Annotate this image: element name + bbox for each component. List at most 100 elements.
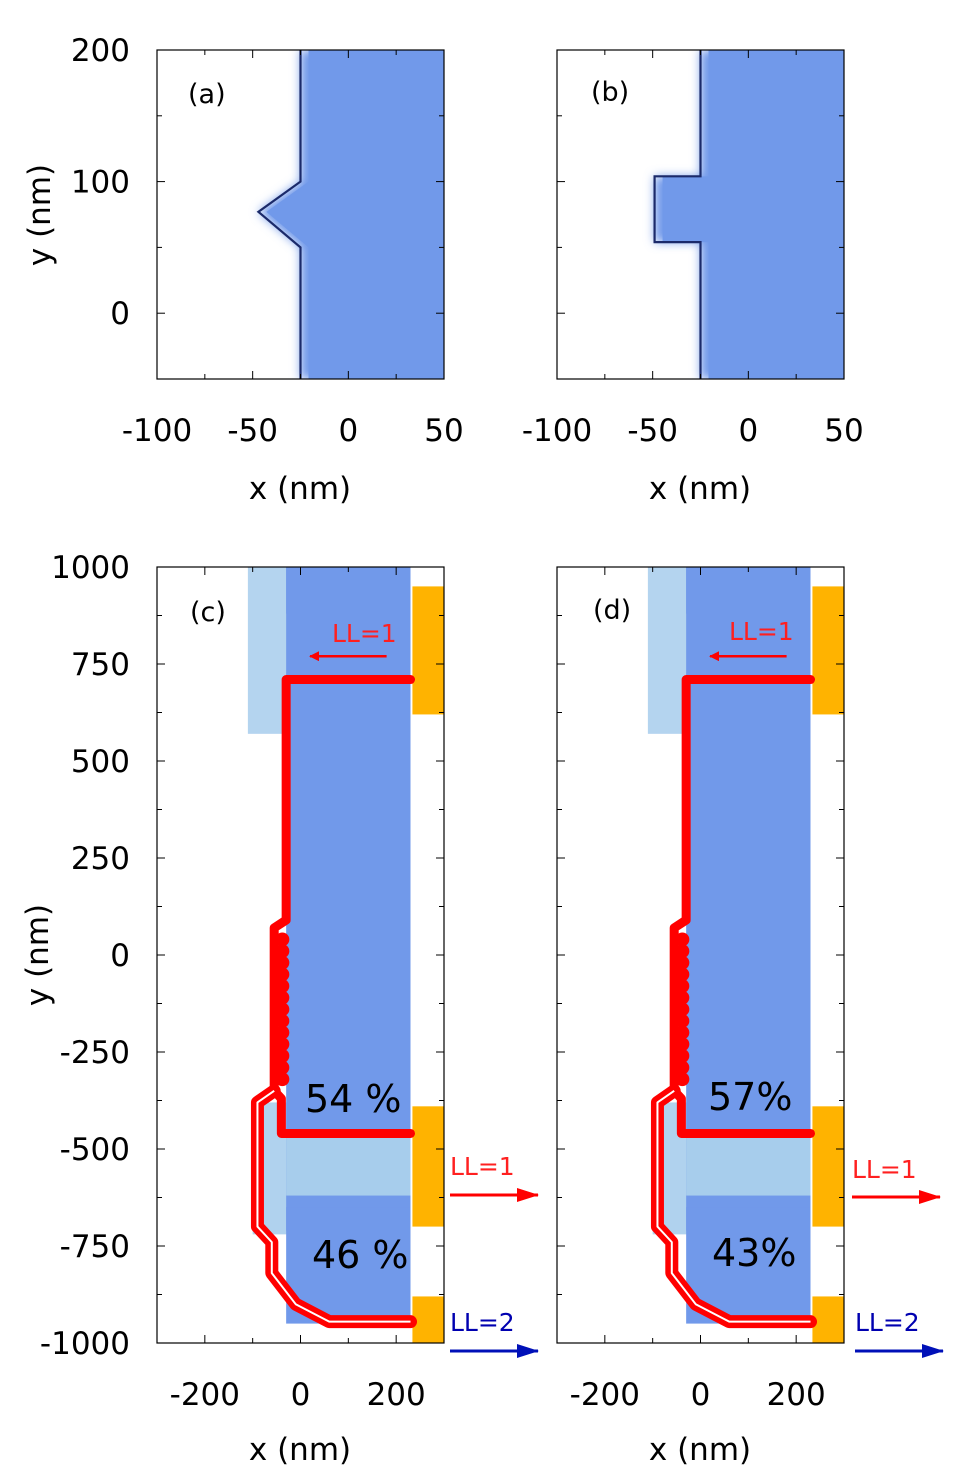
panel-c-ytick-label: 1000 (51, 550, 130, 586)
panel-c-outgoing-ll2-label: LL=2 (450, 1308, 515, 1337)
panel-c-contact-bottom (412, 1296, 444, 1343)
panel-c-trajectory-dot (275, 932, 290, 947)
panel-d-density (647, 567, 844, 1343)
panel-c-plot-area (247, 567, 444, 1343)
panel-b-xlabel: x (nm) (649, 471, 751, 507)
panel-d-xtick-label: 0 (691, 1377, 711, 1413)
panel-d-trajectory-dot (675, 979, 690, 994)
panel-d-ticks: -200 0 200 (557, 566, 844, 1413)
panel-d-xtick-label: 200 (767, 1377, 826, 1413)
panel-d-xlabel: x (nm) (649, 1432, 751, 1468)
panel-c-trajectory-dot (275, 1037, 290, 1052)
panel-b: -100 -50 0 50 (b) x (nm) (522, 49, 864, 507)
panel-d-trajectory-dot (675, 955, 690, 970)
panel-c-ylabel: y (nm) (20, 904, 56, 1006)
panel-d-contact-top (812, 586, 844, 715)
panel-c-xtick-label: -200 (170, 1377, 240, 1413)
panel-c-xlabel: x (nm) (249, 1432, 351, 1468)
panel-d-trajectory-dot (675, 1013, 690, 1028)
panel-d-trajectory-dot (675, 944, 690, 959)
panel-c-ytick-label: 250 (71, 841, 130, 877)
panel-d-trajectory-dot (675, 1048, 690, 1063)
panel-c-trajectory-dot (275, 1002, 290, 1017)
panel-d-trajectory-dot (675, 1025, 690, 1040)
panel-c-trajectory-dot (275, 1013, 290, 1028)
panel-d-tag: (d) (593, 595, 631, 626)
panel-c-reflected-percent: 46 % (312, 1233, 409, 1277)
panel-c-tag: (c) (190, 597, 226, 628)
panel-c-trajectory-dot (275, 955, 290, 970)
panel-a: -100 -50 0 50 0 100 200 (a) x (nm) y (nm) (22, 33, 464, 507)
panel-b-xtick-label: -100 (522, 413, 592, 449)
panel-c-ytick-label: 750 (71, 647, 130, 683)
panel-d-trajectory-dot (675, 1072, 690, 1087)
panel-b-gas-fill (662, 50, 844, 379)
panel-c-ytick-label: -250 (60, 1035, 130, 1071)
panel-c-trajectory-dot (275, 1072, 290, 1087)
panel-b-xtick-label: 0 (738, 413, 758, 449)
panel-c-trajectory-dot (275, 967, 290, 982)
panel-d-trajectory-dot (675, 1060, 690, 1075)
panel-c-trajectory-dot (275, 1048, 290, 1063)
panel-d-contact-bottom (812, 1296, 844, 1343)
panel-c-reflected-path-core (256, 1089, 411, 1323)
panel-b-xtick-label: 50 (824, 413, 863, 449)
panel-d-trajectory-dot (675, 1037, 690, 1052)
panel-d-reflected-percent: 43% (712, 1231, 796, 1275)
panel-b-plot-area (653, 50, 844, 379)
panel-d-trajectory-dot (675, 1002, 690, 1017)
panel-c-ytick-label: 500 (71, 744, 130, 780)
panel-c-ytick-label: -1000 (40, 1326, 130, 1362)
panel-d-incoming-ll-label: LL=1 (729, 617, 794, 646)
panel-a-xtick-label: -100 (122, 413, 192, 449)
panel-d-bottom-gate-light (686, 1137, 811, 1196)
panel-c-ytick-label: 0 (110, 938, 130, 974)
panel-a-ytick-label: 200 (71, 33, 130, 69)
panel-d-trajectory-dot (675, 990, 690, 1005)
panel-c-contact-top (412, 586, 444, 715)
panel-a-gas-fill (266, 50, 444, 379)
panel-a-xlabel: x (nm) (249, 471, 351, 507)
panel-d-top-gate-dense (686, 567, 811, 614)
panel-a-ylabel: y (nm) (22, 164, 58, 266)
panel-c-trajectory-dot (275, 1025, 290, 1040)
panel-c: -200 0 200-1000-750-500-25002505007501000 … (20, 550, 539, 1468)
panel-d: -200 0 200 (d) LL=1 57% 43% LL=1 LL=2 x (n… (556, 566, 944, 1468)
panel-c-trajectory-dot (275, 979, 290, 994)
panel-d-contact-middle (812, 1106, 844, 1227)
panel-a-xtick-label: 50 (424, 413, 463, 449)
panel-c-trajectory (250, 675, 418, 1329)
panel-a-xtick-label: 0 (338, 413, 358, 449)
panel-c-trajectory-dot (275, 990, 290, 1005)
panel-d-reflected-path-core (656, 1089, 811, 1323)
panel-c-outgoing-ll1-label: LL=1 (450, 1152, 515, 1181)
panel-b-density (654, 50, 844, 379)
panel-c-xtick-label: 200 (367, 1377, 426, 1413)
panel-d-xtick-label: -200 (570, 1377, 640, 1413)
panel-d-outgoing-ll1-label: LL=1 (852, 1155, 917, 1184)
panel-c-ticks: -200 0 200 -1000 -750 -500 -250 0 250 500 750 1000 (40, 550, 444, 1413)
panel-c-xtick-label: 0 (291, 1377, 311, 1413)
panel-d-transmitted-percent: 57% (708, 1075, 792, 1119)
panel-c-transmitted-percent: 54 % (305, 1077, 402, 1121)
panel-d-trajectory (650, 675, 818, 1329)
panel-c-top-gate-dense (286, 567, 411, 614)
panel-d-plot-area (647, 567, 844, 1343)
panel-c-ytick-label: -500 (60, 1132, 130, 1168)
panel-c-bottom-gate-light (286, 1137, 411, 1196)
panel-a-edge-line (256, 50, 302, 379)
panel-a-density (258, 50, 444, 379)
panel-a-tag: (a) (188, 79, 226, 110)
panel-c-incoming-ll-label: LL=1 (332, 619, 397, 648)
panel-b-edge-line (653, 50, 702, 379)
panel-a-ticks: -100 -50 0 50 0 100 200 (71, 33, 464, 449)
panel-c-trajectory-dot (275, 944, 290, 959)
panel-b-ticks: -100 -50 0 50 (522, 49, 864, 449)
panel-a-xtick-label: -50 (227, 413, 278, 449)
panel-d-trajectory-dot (675, 967, 690, 982)
panel-c-density (247, 567, 444, 1343)
panel-c-transmitted-path (269, 675, 416, 1138)
panel-c-contact-middle (412, 1106, 444, 1227)
panel-b-xtick-label: -50 (627, 413, 678, 449)
